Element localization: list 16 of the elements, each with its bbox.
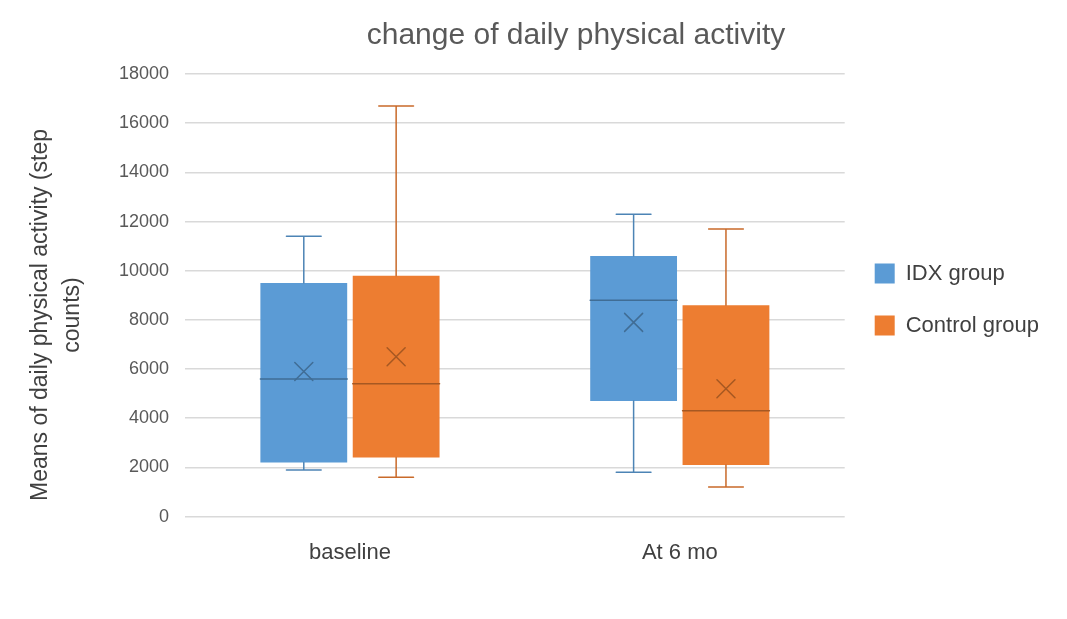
x-tick-label: baseline <box>308 538 391 564</box>
x-tick-label: At 6 mo <box>641 538 718 564</box>
legend-label: IDX group <box>905 259 1005 285</box>
y-tick-label: 18000 <box>118 62 170 83</box>
y-tick-label: 6000 <box>129 358 170 379</box>
y-tick-label: 10000 <box>118 259 170 280</box>
chart-title: change of daily physical activity <box>366 17 786 51</box>
legend-label: Control group <box>905 311 1040 337</box>
y-tick-label: 12000 <box>118 210 170 231</box>
y-tick-label: 8000 <box>129 308 170 329</box>
y-tick-label: 4000 <box>129 407 170 428</box>
y-tick-label: 2000 <box>129 456 170 477</box>
y-axis-title: Means of daily physical activity (step counts) <box>25 128 85 503</box>
y-tick-label: 14000 <box>118 161 170 182</box>
y-tick-label: 0 <box>159 505 170 526</box>
y-tick-label: 16000 <box>118 112 170 133</box>
